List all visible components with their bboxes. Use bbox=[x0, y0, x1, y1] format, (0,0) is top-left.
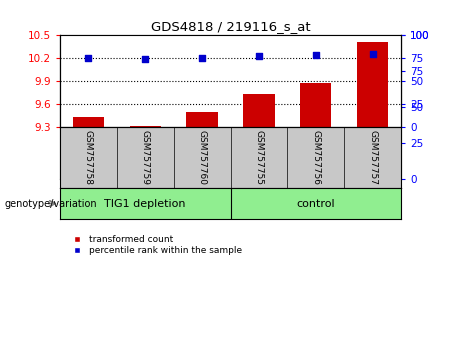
Text: GSM757756: GSM757756 bbox=[311, 131, 320, 185]
Text: TIG1 depletion: TIG1 depletion bbox=[105, 199, 186, 209]
Bar bbox=[300, 83, 331, 127]
Legend: transformed count, percentile rank within the sample: transformed count, percentile rank withi… bbox=[65, 231, 246, 259]
Text: GSM757755: GSM757755 bbox=[254, 131, 263, 185]
Bar bbox=[73, 117, 104, 127]
Text: GSM757760: GSM757760 bbox=[198, 131, 207, 185]
Text: GSM757757: GSM757757 bbox=[368, 131, 377, 185]
Point bbox=[255, 53, 263, 59]
Bar bbox=[243, 95, 275, 127]
Point bbox=[198, 55, 206, 61]
Bar bbox=[186, 112, 218, 127]
Point bbox=[369, 51, 376, 57]
Bar bbox=[357, 41, 388, 127]
Text: GSM757759: GSM757759 bbox=[141, 131, 150, 185]
Point bbox=[142, 56, 149, 62]
Text: genotype/variation: genotype/variation bbox=[5, 199, 97, 209]
Bar bbox=[130, 126, 161, 127]
Title: GDS4818 / 219116_s_at: GDS4818 / 219116_s_at bbox=[151, 20, 310, 33]
Text: GSM757758: GSM757758 bbox=[84, 131, 93, 185]
Point bbox=[85, 56, 92, 61]
Point bbox=[312, 52, 319, 58]
Text: control: control bbox=[296, 199, 335, 209]
